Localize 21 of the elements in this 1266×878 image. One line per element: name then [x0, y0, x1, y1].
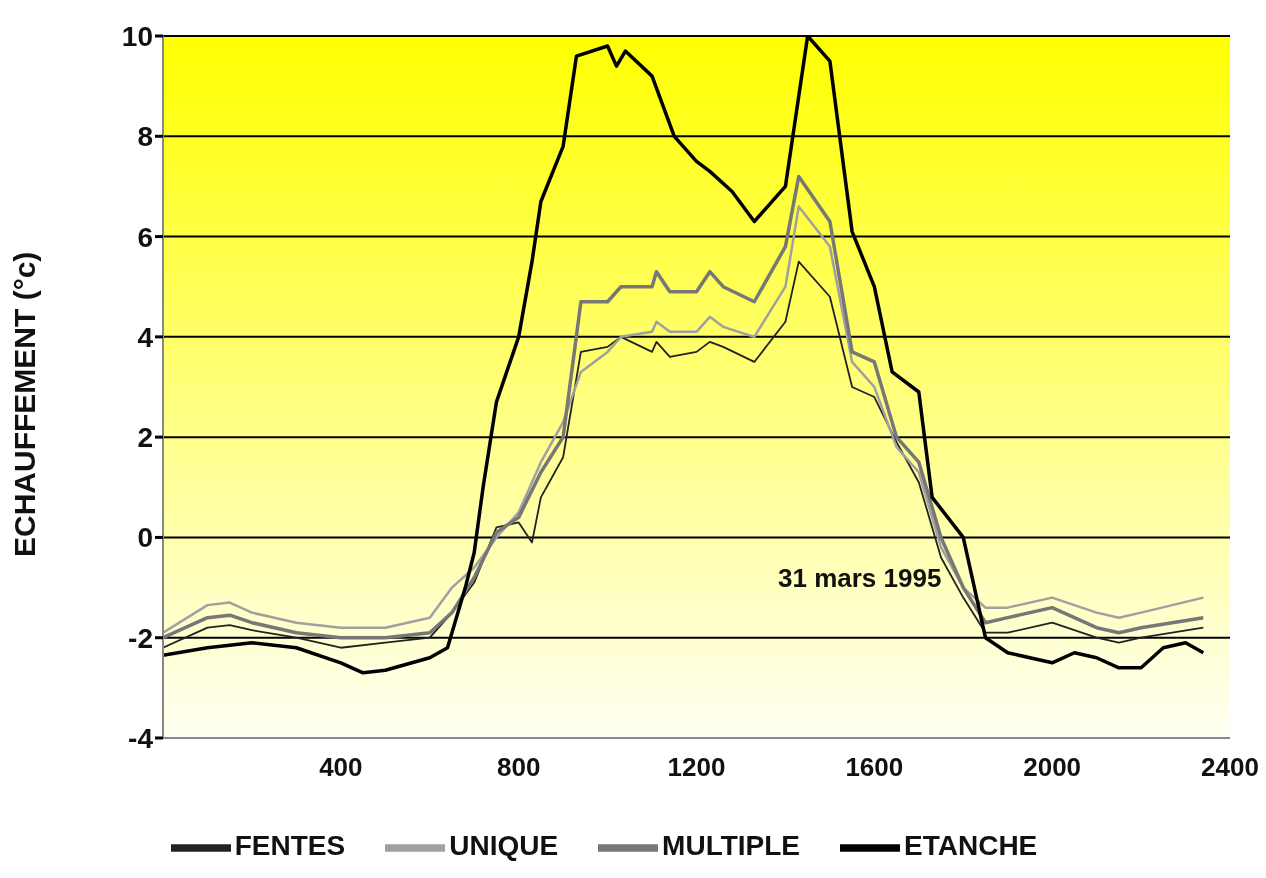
y-axis-title: ECHAUFFEMENT (°c) — [7, 251, 41, 557]
x-tick-label: 1200 — [667, 752, 726, 783]
legend-label: ETANCHE — [904, 830, 1038, 862]
annotation: 31 mars 1995 — [778, 563, 942, 594]
legend-label: UNIQUE — [449, 830, 559, 862]
y-tick-label: 8 — [137, 121, 153, 153]
x-tick-label: 800 — [496, 752, 541, 783]
y-tick-label: 2 — [137, 422, 153, 454]
x-tick-label: 1600 — [845, 752, 904, 783]
y-tick-label: 4 — [137, 321, 154, 353]
x-tick-label: 2000 — [1023, 752, 1082, 783]
line-series — [163, 260, 1205, 649]
y-tick-label: 0 — [137, 522, 153, 554]
y-tick-label: -4 — [128, 722, 154, 754]
x-tick-label: 400 — [319, 752, 363, 783]
legend-label: FENTES — [234, 830, 346, 862]
x-tick-label: 2400 — [1201, 752, 1259, 783]
y-tick-label: 6 — [137, 221, 153, 253]
legend-label: MULTIPLE — [662, 830, 801, 862]
y-tick-label: -2 — [128, 622, 153, 654]
y-tick-label: 10 — [121, 20, 153, 52]
